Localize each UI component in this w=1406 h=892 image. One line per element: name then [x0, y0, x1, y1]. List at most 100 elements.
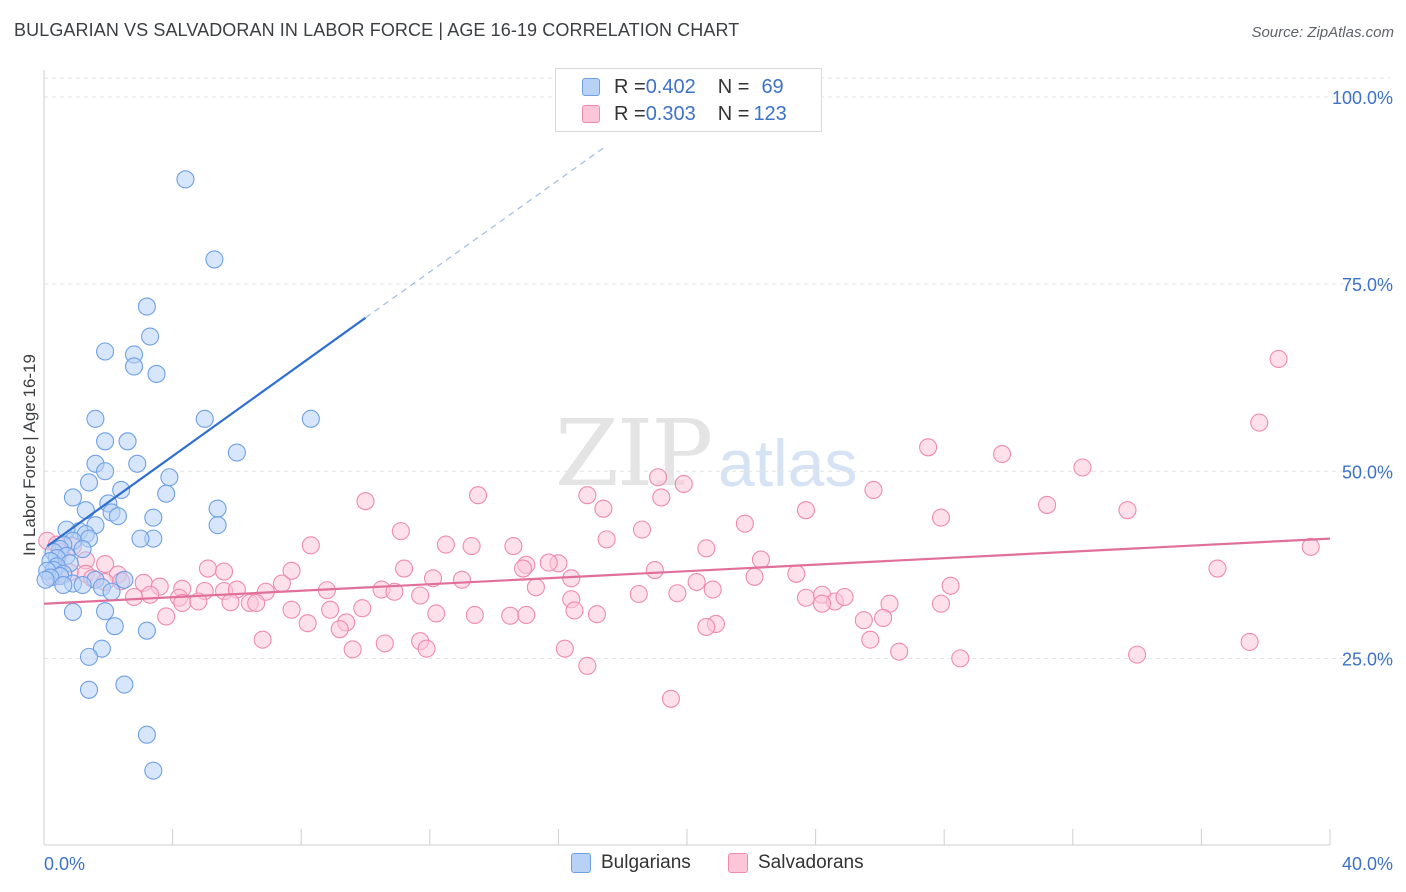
- salvadoran-point: [1128, 645, 1147, 664]
- bulgarian-point: [160, 468, 179, 487]
- bulgarian-point: [79, 647, 99, 666]
- bulgarian-point: [96, 342, 115, 361]
- salvadoran-point: [356, 492, 375, 511]
- salvadoran-point: [594, 499, 613, 518]
- legend-r-label: R =: [614, 75, 646, 98]
- salvadoran-point: [597, 530, 616, 549]
- legend-n-label: N =: [717, 75, 750, 98]
- salvadoran-point: [411, 586, 430, 605]
- salvadoran-point: [587, 605, 607, 624]
- salvadoran-point: [391, 522, 410, 541]
- salvadorans-legend-swatch: [728, 853, 748, 873]
- bulgarian-point: [76, 501, 95, 520]
- salvadoran-point: [735, 514, 754, 533]
- salvadoran-point: [526, 578, 545, 597]
- salvadoran-point: [697, 617, 716, 636]
- legend-item-bulgarians: Bulgarians: [571, 852, 691, 874]
- salvadoran-point: [890, 642, 909, 661]
- salvadoran-point: [745, 567, 764, 586]
- salvadoran-point: [462, 537, 481, 556]
- bulgarian-point: [79, 680, 99, 699]
- salvadoran-point: [1269, 349, 1288, 369]
- bulgarian-point: [227, 443, 246, 462]
- bulgarian-point: [208, 499, 227, 518]
- salvadoran-point: [919, 438, 938, 457]
- bulgarians-trend-extension: [365, 145, 607, 319]
- salvadoran-point: [141, 585, 160, 604]
- salvadoran-point: [189, 592, 208, 611]
- bulgarian-point: [137, 725, 156, 744]
- bulgarian-point: [144, 761, 163, 780]
- salvadoran-point: [298, 614, 317, 633]
- legend-r-value: 0.402: [645, 75, 696, 98]
- bulgarian-point: [96, 462, 115, 481]
- bulgarian-point: [105, 617, 124, 636]
- bulgarian-point: [73, 540, 92, 559]
- salvadoran-point: [452, 570, 472, 589]
- salvadoran-point: [330, 620, 349, 639]
- salvadoran-point: [629, 584, 648, 604]
- salvadoran-point: [687, 572, 706, 592]
- salvadoran-point: [282, 561, 301, 580]
- salvadoran-point: [375, 634, 394, 653]
- bulgarian-point: [141, 327, 160, 346]
- salvadoran-point: [1250, 413, 1269, 432]
- watermark-atlas: atlas: [718, 426, 858, 500]
- salvadoran-point: [517, 605, 536, 625]
- salvadoran-point: [649, 468, 668, 487]
- legend-r-value: 0.303: [645, 102, 696, 125]
- salvadoran-point: [221, 593, 240, 612]
- bulgarians-legend-swatch: [571, 853, 591, 873]
- salvadoran-point: [468, 486, 488, 505]
- salvadoran-point: [504, 537, 523, 556]
- salvadoran-point: [951, 649, 970, 668]
- salvadoran-point: [157, 607, 176, 626]
- bulgarian-point: [112, 480, 131, 500]
- legend-n-label: N =: [717, 102, 750, 125]
- y-tick-label: 25.0%: [1342, 649, 1393, 669]
- bulgarian-point: [36, 570, 55, 589]
- salvadoran-point: [645, 561, 664, 580]
- salvadoran-point: [96, 555, 115, 574]
- salvadoran-point: [751, 550, 770, 569]
- bulgarian-point: [92, 639, 111, 658]
- bulgarian-point: [73, 575, 92, 595]
- legend-n-value: 69: [761, 75, 784, 98]
- bulgarian-point: [96, 432, 115, 451]
- salvadoran-point: [513, 559, 533, 578]
- salvadoran-point: [1118, 501, 1137, 520]
- salvadoran-point: [668, 584, 687, 603]
- salvadoran-point: [703, 580, 722, 599]
- y-tick-label: 50.0%: [1342, 462, 1393, 482]
- bulgarian-point: [195, 409, 214, 428]
- bulgarian-point: [157, 484, 176, 503]
- bulgarians-trend-line: [46, 316, 367, 547]
- bulgarian-point: [102, 582, 121, 601]
- stats-legend: R = 0.402 N = 69 R = 0.303 N = 123: [555, 68, 822, 132]
- bulgarian-point: [137, 297, 156, 316]
- bulgarian-point: [128, 454, 147, 473]
- legend-n-value: 123: [753, 102, 787, 125]
- salvadoran-point: [198, 559, 218, 578]
- salvadoran-point: [353, 599, 372, 618]
- salvadoran-point: [247, 593, 266, 613]
- salvadoran-point: [861, 630, 880, 649]
- salvadorans-legend-label: Salvadorans: [758, 852, 864, 873]
- bulgarian-point: [54, 575, 73, 595]
- salvadoran-point: [385, 582, 404, 601]
- salvadoran-point: [812, 594, 832, 613]
- salvadoran-point: [1240, 632, 1259, 651]
- salvadoran-point: [652, 488, 671, 507]
- salvadoran-point: [395, 559, 414, 578]
- salvadoran-point: [854, 611, 873, 630]
- x-tick-label-max: 40.0%: [1342, 854, 1393, 874]
- y-tick-label: 100.0%: [1332, 88, 1393, 108]
- x-tick-label-min: 0.0%: [44, 854, 85, 874]
- chart-title: BULGARIAN VS SALVADORAN IN LABOR FORCE |…: [14, 20, 740, 40]
- bulgarians-swatch: [582, 78, 600, 96]
- series-legend: Bulgarians Salvadorans: [0, 852, 1406, 876]
- salvadoran-point: [578, 486, 597, 505]
- legend-item-salvadorans: Salvadorans: [728, 852, 864, 874]
- bulgarian-point: [115, 570, 134, 589]
